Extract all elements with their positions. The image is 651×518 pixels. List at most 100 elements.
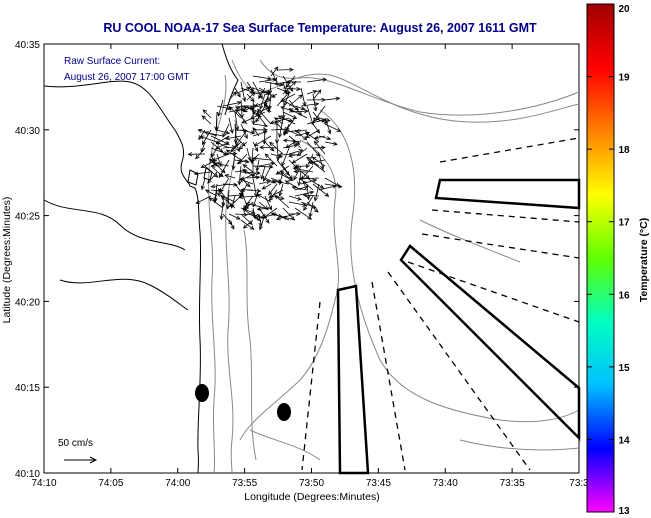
current-vector-head bbox=[240, 176, 246, 181]
current-vector bbox=[294, 207, 312, 220]
current-vector bbox=[282, 81, 296, 95]
current-vector bbox=[305, 129, 320, 139]
current-vector-head bbox=[292, 139, 297, 145]
x-axis: 74:10 74:05 74:00 73:55 73:50 73:45 73:40 73:35… bbox=[31, 44, 589, 489]
current-vector-head bbox=[253, 142, 259, 147]
current-vector bbox=[302, 180, 314, 191]
current-vector bbox=[260, 213, 278, 219]
current-vector bbox=[294, 191, 314, 197]
current-vector-head bbox=[268, 196, 274, 202]
current-vector-head bbox=[197, 128, 203, 133]
scale-label: 50 cm/s bbox=[58, 438, 93, 449]
current-vector-head bbox=[250, 91, 256, 97]
current-vector bbox=[282, 216, 296, 221]
current-vector bbox=[204, 165, 218, 178]
plot-frame bbox=[43, 43, 580, 474]
current-vector-head bbox=[268, 89, 273, 95]
current-vector bbox=[318, 185, 337, 191]
current-vector-head bbox=[283, 101, 288, 107]
current-vector bbox=[310, 161, 326, 173]
current-vector bbox=[306, 78, 327, 83]
current-vector-head bbox=[291, 159, 297, 164]
current-vector bbox=[297, 147, 308, 157]
current-vector-head bbox=[306, 195, 311, 201]
current-vector-head bbox=[285, 144, 290, 149]
current-vector bbox=[288, 99, 302, 116]
current-vector-head bbox=[233, 182, 238, 187]
current-vector-head bbox=[242, 97, 247, 103]
current-vector-head bbox=[205, 189, 210, 194]
current-vector-head bbox=[272, 77, 277, 82]
current-vector bbox=[217, 99, 224, 117]
current-vector-head bbox=[218, 188, 223, 193]
current-vector bbox=[200, 135, 218, 143]
current-vector bbox=[229, 195, 242, 207]
current-vector-head bbox=[213, 197, 218, 202]
current-vector bbox=[252, 99, 255, 115]
current-vector bbox=[270, 117, 290, 124]
current-vector-head bbox=[240, 107, 246, 112]
y-tick-label: 40:30 bbox=[15, 126, 40, 137]
current-vector-head bbox=[250, 157, 255, 163]
current-vector-head bbox=[306, 163, 310, 169]
current-vector-head bbox=[281, 161, 286, 167]
current-vector-head bbox=[204, 130, 209, 136]
current-vector-head bbox=[325, 117, 331, 122]
current-vector bbox=[276, 165, 290, 175]
current-vector bbox=[269, 142, 284, 155]
current-vector bbox=[252, 165, 273, 168]
current-vector-head bbox=[298, 149, 304, 154]
colorbar-tick-label: 14 bbox=[618, 435, 630, 446]
current-vector-head bbox=[292, 166, 298, 171]
current-vector bbox=[252, 123, 268, 127]
current-vector bbox=[260, 146, 278, 149]
contour-line bbox=[243, 229, 257, 461]
current-vector bbox=[257, 114, 266, 125]
y-tick-label: 40:20 bbox=[15, 297, 40, 308]
radial-line bbox=[439, 137, 580, 163]
current-vector bbox=[201, 177, 206, 190]
current-vector bbox=[216, 153, 222, 166]
current-vector-head bbox=[260, 174, 265, 180]
current-vector bbox=[225, 174, 236, 179]
current-vector bbox=[312, 89, 322, 101]
current-vector bbox=[263, 165, 272, 182]
current-vector bbox=[234, 123, 237, 143]
current-vector-head bbox=[242, 108, 248, 113]
current-vector bbox=[214, 162, 230, 167]
current-vector bbox=[228, 213, 241, 220]
current-vector bbox=[312, 183, 329, 197]
current-vector-head bbox=[273, 117, 279, 122]
current-vector bbox=[263, 129, 266, 144]
current-vector bbox=[222, 101, 242, 107]
coastline bbox=[43, 43, 239, 474]
current-vector-head bbox=[284, 180, 290, 185]
current-vector-head bbox=[201, 115, 207, 120]
current-vector bbox=[269, 81, 272, 94]
current-vector bbox=[225, 135, 242, 140]
current-vector-head bbox=[312, 89, 318, 94]
current-vector-head bbox=[288, 175, 293, 181]
current-vector bbox=[276, 159, 290, 176]
current-vector-head bbox=[215, 141, 221, 146]
current-vector-head bbox=[230, 147, 236, 153]
contour-line bbox=[319, 109, 580, 423]
current-vector-head bbox=[302, 193, 308, 198]
current-vector bbox=[306, 119, 326, 125]
current-vector-head bbox=[289, 67, 294, 72]
current-vector-head bbox=[263, 123, 269, 128]
radial-line bbox=[431, 209, 580, 223]
current-vector bbox=[288, 195, 302, 200]
current-vector bbox=[228, 91, 237, 101]
current-vector-head bbox=[272, 179, 278, 184]
current-vector-head bbox=[300, 106, 306, 111]
current-vector-head bbox=[242, 105, 248, 110]
current-vector bbox=[238, 141, 248, 150]
current-vector-head bbox=[225, 136, 230, 141]
current-vector bbox=[294, 165, 310, 179]
current-vector bbox=[257, 207, 272, 210]
current-vector-head bbox=[275, 216, 281, 221]
current-vector-head bbox=[313, 135, 319, 140]
station-marker bbox=[195, 384, 209, 402]
current-vector-head bbox=[249, 89, 255, 94]
